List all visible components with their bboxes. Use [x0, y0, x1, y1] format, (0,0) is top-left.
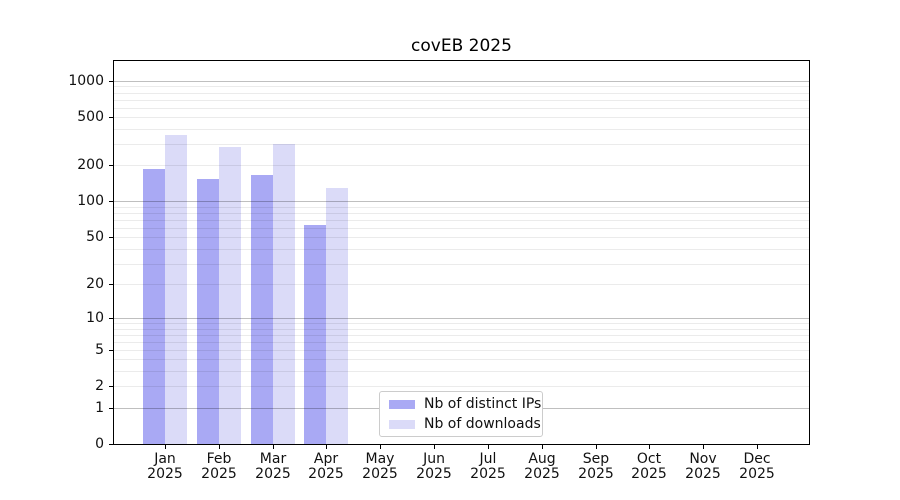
x-tick-sep-2025: [596, 445, 597, 449]
x-tick-label-aug-2025: Aug 2025: [524, 451, 560, 482]
gridline-minor-9: [114, 323, 809, 324]
gridline-minor-300: [114, 144, 809, 146]
gridline-minor-60: [114, 227, 809, 229]
y-tick-label-500: 500: [77, 109, 104, 125]
y-tick-10: [109, 318, 113, 319]
x-tick-label-dec-2025: Dec 2025: [739, 451, 775, 482]
gridline-minor-3: [114, 371, 809, 373]
x-tick-oct-2025: [649, 445, 650, 449]
x-tick-label-mar-2025: Mar 2025: [255, 451, 291, 482]
legend-swatch-distinct-ips: [389, 399, 415, 409]
x-tick-apr-2025: [326, 445, 327, 449]
bar-nb-of-distinct-ips-feb-2025: [196, 178, 219, 444]
gridline-minor-30: [114, 263, 809, 265]
y-tick-2: [109, 386, 113, 387]
x-tick-label-may-2025: May 2025: [362, 451, 398, 482]
gridline-minor-7: [114, 334, 809, 336]
gridline-minor-400: [114, 129, 809, 131]
y-tick-50: [109, 237, 113, 238]
y-tick-1000: [109, 81, 113, 82]
x-tick-label-jul-2025: Jul 2025: [470, 451, 506, 482]
gridline-minor-40: [114, 248, 809, 250]
gridline-minor-90: [114, 206, 809, 208]
x-tick-dec-2025: [757, 445, 758, 449]
y-tick-100: [109, 201, 113, 202]
y-tick-label-200: 200: [77, 157, 104, 173]
chart-title: covEB 2025: [411, 36, 512, 56]
y-tick-5: [109, 350, 113, 351]
x-tick-nov-2025: [703, 445, 704, 449]
x-tick-label-jun-2025: Jun 2025: [416, 451, 452, 482]
gridline-minor-8: [114, 328, 809, 330]
legend-item-distinct-ips: Nb of distinct IPs: [386, 396, 541, 413]
x-tick-jun-2025: [434, 445, 435, 449]
y-tick-1: [109, 408, 113, 409]
y-tick-label-5: 5: [95, 342, 104, 358]
bar-nb-of-distinct-ips-apr-2025: [304, 224, 327, 444]
x-tick-label-jan-2025: Jan 2025: [147, 451, 183, 482]
gridline-major-10: [114, 317, 809, 319]
gridline-minor-5: [114, 349, 809, 351]
bar-nb-of-downloads-jan-2025: [165, 135, 187, 444]
y-tick-20: [109, 284, 113, 285]
x-tick-feb-2025: [219, 445, 220, 449]
gridline-minor-600: [114, 107, 809, 109]
x-tick-label-apr-2025: Apr 2025: [308, 451, 344, 482]
y-tick-label-10: 10: [86, 310, 104, 326]
y-tick-label-0: 0: [95, 436, 104, 452]
gridline-minor-900: [114, 86, 809, 88]
gridline-minor-6: [114, 341, 809, 343]
gridline-minor-20: [114, 284, 809, 285]
y-tick-0: [109, 444, 113, 445]
y-tick-500: [109, 117, 113, 118]
y-tick-label-20: 20: [86, 276, 104, 292]
bar-nb-of-downloads-apr-2025: [326, 187, 349, 444]
gridline-minor-2: [114, 386, 809, 388]
gridline-minor-800: [114, 92, 809, 94]
bar-nb-of-downloads-mar-2025: [272, 144, 295, 444]
x-tick-label-nov-2025: Nov 2025: [685, 451, 721, 482]
gridline-minor-50: [114, 237, 809, 239]
gridline-minor-700: [114, 99, 809, 101]
gridline-minor-80: [114, 213, 809, 215]
gridline-major-1000: [114, 80, 809, 82]
bar-nb-of-distinct-ips-jan-2025: [143, 169, 165, 444]
gridline-minor-200: [114, 165, 809, 167]
y-tick-label-1000: 1000: [68, 73, 104, 89]
x-tick-jan-2025: [165, 445, 166, 449]
x-tick-label-feb-2025: Feb 2025: [201, 451, 237, 482]
gridline-minor-4: [114, 359, 809, 361]
legend-swatch-downloads: [389, 419, 415, 429]
legend-label-distinct-ips: Nb of distinct IPs: [424, 395, 542, 412]
x-tick-aug-2025: [542, 445, 543, 449]
gridline-minor-500: [114, 117, 809, 119]
legend-label-downloads: Nb of downloads: [424, 415, 541, 432]
bar-nb-of-downloads-feb-2025: [218, 146, 241, 444]
y-tick-label-50: 50: [86, 229, 104, 245]
x-tick-mar-2025: [273, 445, 274, 449]
x-tick-jul-2025: [488, 445, 489, 449]
x-tick-label-sep-2025: Sep 2025: [578, 451, 614, 482]
y-tick-label-1: 1: [95, 400, 104, 416]
y-tick-label-2: 2: [95, 378, 104, 394]
y-tick-label-100: 100: [77, 193, 104, 209]
legend: Nb of distinct IPs Nb of downloads: [379, 391, 543, 437]
x-tick-label-oct-2025: Oct 2025: [631, 451, 667, 482]
y-tick-200: [109, 165, 113, 166]
gridline-minor-70: [114, 219, 809, 221]
bar-nb-of-distinct-ips-mar-2025: [250, 175, 273, 444]
x-tick-may-2025: [380, 445, 381, 449]
plot-area: [113, 60, 810, 445]
legend-item-downloads: Nb of downloads: [386, 416, 541, 433]
gridline-major-100: [114, 201, 809, 203]
